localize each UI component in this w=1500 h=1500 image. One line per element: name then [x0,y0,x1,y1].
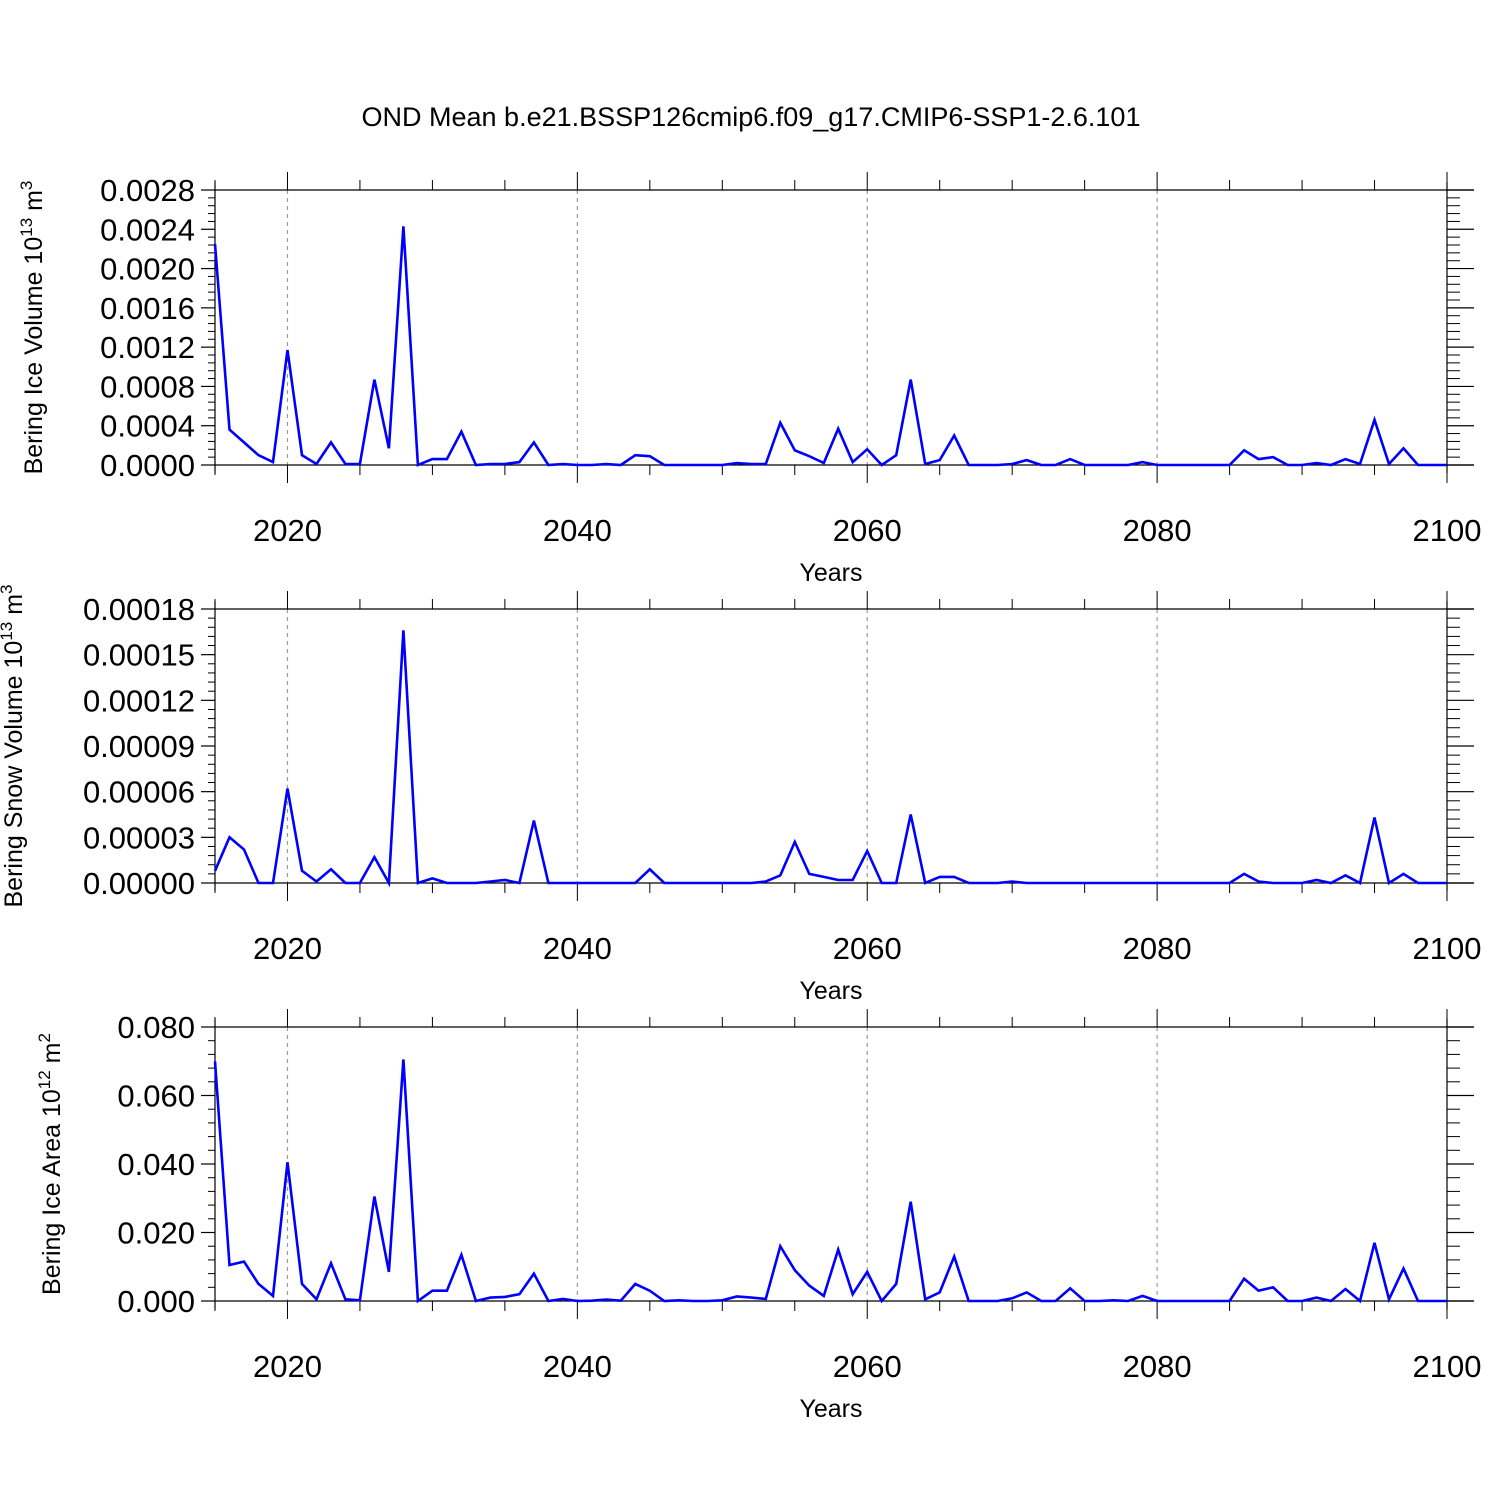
y-tick-label-3: 0.0012 [100,330,195,365]
x-tick-label-2080: 2080 [1123,513,1192,548]
x-tick-label-2060: 2060 [833,1349,902,1384]
x-tick-label-2080: 2080 [1123,931,1192,966]
x-tick-label-2060: 2060 [833,931,902,966]
y-tick-label-5: 0.0020 [100,252,195,287]
y-tick-label-3: 0.060 [117,1079,195,1114]
x-tick-label-2100: 2100 [1413,1349,1482,1384]
panel-1: 0.0000 0.0004 0.0008 0.0012 0.0016 0.0020 0.00… [17,172,1481,587]
y-tick-label-2: 0.0008 [100,369,195,404]
y-tick-label-0: 0.00000 [83,866,195,901]
y-tick-label-4: 0.0016 [100,291,195,326]
chart-title: OND Mean b.e21.BSSP126cmip6.f09_g17.CMIP… [362,102,1141,132]
x-axis-label: Years [799,977,862,1005]
x-tick-label-2080: 2080 [1123,1349,1192,1384]
y-tick-label-6: 0.0024 [100,212,195,247]
y-tick-label-1: 0.0004 [100,409,195,444]
y-tick-label-5: 0.00015 [83,638,195,673]
y-tick-label-1: 0.020 [117,1216,195,1251]
x-axis-label: Years [799,559,862,587]
y-tick-label-7: 0.0028 [100,173,195,208]
series-line [213,1059,1447,1304]
x-tick-label-2060: 2060 [833,513,902,548]
x-tick-label-2040: 2040 [543,1349,612,1384]
x-tick-label-2020: 2020 [253,1349,322,1384]
y-tick-label-4: 0.00012 [83,683,195,718]
panel-3: 0.000 0.020 0.040 0.060 0.080 2020 2040 2060 208… [35,1009,1481,1423]
y-tick-label-3: 0.00009 [83,729,195,764]
x-axis-label: Years [799,1395,862,1423]
x-tick-label-2100: 2100 [1413,931,1482,966]
y-tick-label-4: 0.080 [117,1010,195,1045]
series-line [213,630,1447,888]
y-tick-label-2: 0.00006 [83,775,195,810]
x-tick-label-2040: 2040 [543,513,612,548]
y-tick-label-2: 0.040 [117,1147,195,1182]
y-axis-label: Bering Snow Volume 1013 m3 [0,584,28,907]
series-line [213,226,1447,467]
x-tick-label-2040: 2040 [543,931,612,966]
y-axis-label: Bering Ice Volume 1013 m3 [17,181,48,475]
y-axis-label: Bering Ice Area 1012 m2 [35,1033,66,1295]
y-tick-label-0: 0.0000 [100,448,195,483]
x-tick-label-2020: 2020 [253,513,322,548]
y-tick-label-1: 0.00003 [83,820,195,855]
y-tick-label-0: 0.000 [117,1284,195,1319]
panel-2: 0.00000 0.00003 0.00006 0.00009 0.00012 0.000… [0,584,1481,1005]
x-tick-label-2100: 2100 [1413,513,1482,548]
y-tick-label-6: 0.00018 [83,592,195,627]
x-tick-label-2020: 2020 [253,931,322,966]
